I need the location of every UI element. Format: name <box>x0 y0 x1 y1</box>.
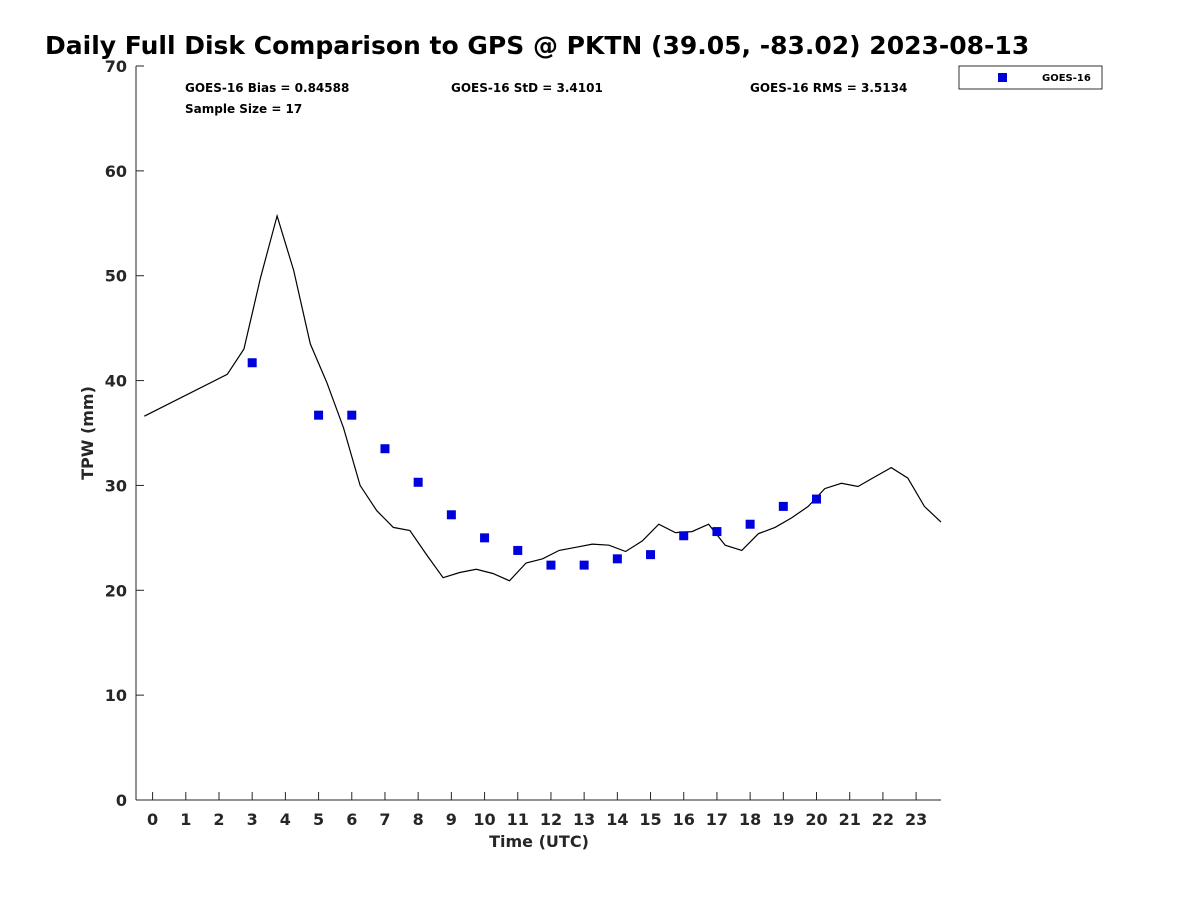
stat-std: GOES-16 StD = 3.4101 <box>451 81 603 95</box>
x-tick-label: 10 <box>473 810 495 829</box>
legend-box <box>958 65 1103 90</box>
goes-16-point <box>413 477 423 487</box>
x-tick-label: 0 <box>147 810 158 829</box>
y-tick-label: 50 <box>105 267 127 286</box>
axes <box>135 66 941 801</box>
goes-16-point <box>712 527 722 537</box>
gps-line <box>144 213 942 582</box>
y-axis-ticks: 0 10 20 30 40 50 60 70 <box>105 57 144 810</box>
legend: GOES-16 <box>958 65 1103 90</box>
x-tick-label: 13 <box>573 810 595 829</box>
goes-16-point <box>380 444 390 454</box>
goes-16-point <box>812 494 822 504</box>
x-tick-label: 16 <box>673 810 695 829</box>
goes-16-point <box>679 531 689 541</box>
y-tick-label: 20 <box>105 581 127 600</box>
stat-sample-size: Sample Size = 17 <box>185 102 302 116</box>
y-tick-label: 70 <box>105 57 127 76</box>
legend-label-goes-16: GOES-16 <box>1042 73 1091 84</box>
x-tick-label: 22 <box>872 810 894 829</box>
x-tick-label: 7 <box>379 810 390 829</box>
x-tick-label: 19 <box>772 810 794 829</box>
goes-16-point <box>347 410 357 420</box>
y-tick-label: 0 <box>116 791 127 810</box>
y-tick-label: 10 <box>105 686 127 705</box>
x-tick-label: 17 <box>706 810 728 829</box>
stat-bias: GOES-16 Bias = 0.84588 <box>185 81 349 95</box>
goes-16-point <box>745 519 755 529</box>
goes-16-point <box>513 545 523 555</box>
x-tick-label: 20 <box>805 810 827 829</box>
x-tick-label: 14 <box>606 810 628 829</box>
x-tick-label: 5 <box>313 810 324 829</box>
x-tick-label: 4 <box>280 810 291 829</box>
y-tick-label: 30 <box>105 476 127 495</box>
series-layer <box>144 213 942 582</box>
x-tick-label: 3 <box>247 810 258 829</box>
y-tick-label: 60 <box>105 162 127 181</box>
goes-16-point <box>778 501 788 511</box>
stat-rms: GOES-16 RMS = 3.5134 <box>750 81 907 95</box>
x-tick-label: 8 <box>413 810 424 829</box>
goes-16-point <box>480 533 490 543</box>
x-tick-label: 23 <box>905 810 927 829</box>
goes-16-point <box>546 560 556 570</box>
x-tick-label: 12 <box>540 810 562 829</box>
goes-16-point <box>314 410 324 420</box>
x-tick-label: 9 <box>446 810 457 829</box>
y-tick-label: 40 <box>105 372 127 391</box>
x-tick-label: 15 <box>639 810 661 829</box>
goes-16-point <box>646 550 656 560</box>
goes-16-point <box>247 358 257 368</box>
x-tick-label: 21 <box>839 810 861 829</box>
x-tick-label: 11 <box>507 810 529 829</box>
x-axis-label: Time (UTC) <box>489 832 589 851</box>
x-tick-label: 2 <box>213 810 224 829</box>
goes-16-point <box>446 510 456 520</box>
x-tick-label: 6 <box>346 810 357 829</box>
goes-16-point <box>579 560 589 570</box>
y-axis-label: TPW (mm) <box>78 386 97 480</box>
x-tick-label: 18 <box>739 810 761 829</box>
x-tick-label: 1 <box>180 810 191 829</box>
legend-marker-goes-16 <box>998 73 1007 82</box>
x-axis-ticks: 0 1 2 3 4 5 6 7 8 9 10 11 12 13 14 15 16 17 18 19 20 21 22 23 <box>147 792 927 829</box>
goes-16-point <box>612 554 622 564</box>
chart-title: Daily Full Disk Comparison to GPS @ PKTN… <box>45 31 1029 60</box>
